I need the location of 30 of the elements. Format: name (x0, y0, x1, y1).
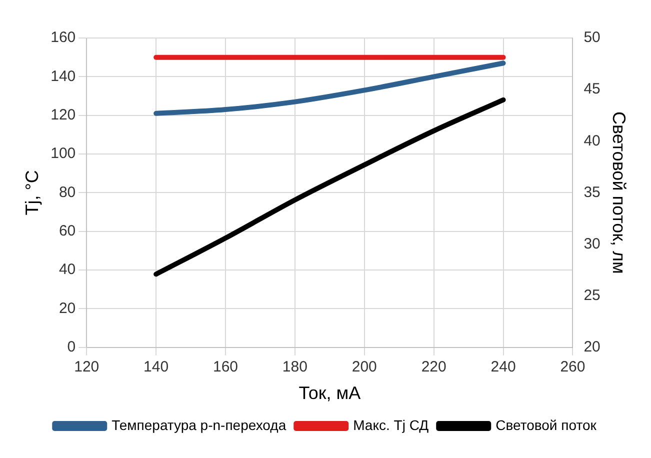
y2-tick-label: 25 (584, 286, 600, 304)
x-tick-label: 160 (212, 358, 238, 376)
legend-label: Световой поток (496, 416, 598, 433)
y-tick-label: 20 (58, 300, 76, 317)
x-tick-label: 180 (282, 358, 308, 376)
y-tick-label: 120 (50, 106, 76, 124)
y-tick-label: 0 (67, 338, 76, 356)
y2-tick-label: 40 (584, 132, 600, 150)
y-tick-label: 60 (58, 222, 76, 240)
x-tick-label: 260 (560, 358, 586, 376)
y-tick-label: 160 (50, 29, 76, 46)
x-tick-label: 140 (144, 358, 169, 376)
x-tick-label: 120 (74, 358, 100, 376)
y-tick-label: 40 (58, 261, 76, 278)
x-tick-label: 200 (352, 358, 377, 376)
y-tick-label: 80 (58, 184, 76, 201)
x-axis-title: Ток, мА (298, 383, 361, 404)
y-tick-label: 140 (50, 68, 76, 85)
legend-label: Температура p-n-перехода (112, 416, 286, 433)
y2-tick-label: 50 (584, 29, 600, 46)
y-axis-title: Tj, °C (22, 170, 42, 216)
y2-tick-label: 45 (584, 80, 600, 98)
y2-axis-title: Световой поток, лм (609, 111, 630, 274)
x-tick-label: 220 (421, 358, 446, 376)
y2-tick-label: 20 (584, 338, 600, 356)
y-tick-label: 100 (50, 145, 76, 162)
y2-tick-label: 30 (584, 235, 600, 252)
y2-tick-label: 35 (584, 184, 600, 201)
legend-label: Макс. Tj СД (353, 416, 430, 433)
x-tick-label: 240 (490, 358, 516, 376)
